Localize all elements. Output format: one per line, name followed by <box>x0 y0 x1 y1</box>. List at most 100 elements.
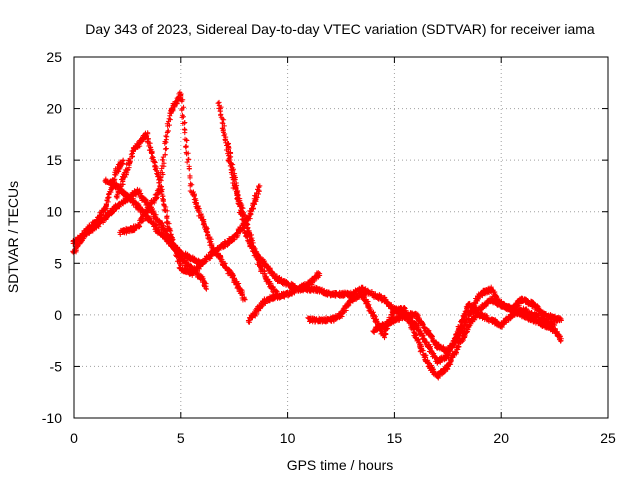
y-tick-label: 25 <box>46 49 62 65</box>
x-tick-label: 5 <box>177 430 185 446</box>
data-point <box>252 201 258 207</box>
x-tick-label: 10 <box>280 430 296 446</box>
data-point <box>218 114 224 120</box>
data-point <box>161 160 167 166</box>
data-point <box>372 291 378 297</box>
data-point <box>221 117 227 123</box>
x-tick-label: 20 <box>493 430 509 446</box>
y-tick-label: 5 <box>54 255 62 271</box>
data-point <box>152 158 158 164</box>
y-tick-label: -5 <box>50 358 63 374</box>
data-point <box>153 214 159 220</box>
data-point <box>136 223 142 229</box>
data-point <box>166 116 172 122</box>
data-point <box>106 192 112 198</box>
data-point <box>225 148 231 154</box>
data-point <box>227 157 233 163</box>
data-point <box>251 205 257 211</box>
data-point <box>166 122 172 128</box>
data-point <box>256 187 262 193</box>
data-point <box>145 136 151 142</box>
series-track-c <box>70 186 209 292</box>
data-point <box>164 130 170 136</box>
data-point <box>162 152 168 158</box>
data-point <box>142 213 148 219</box>
data-point <box>256 304 262 310</box>
data-point <box>229 161 235 167</box>
data-point <box>232 171 238 177</box>
data-point <box>182 120 188 126</box>
data-point <box>232 176 238 182</box>
data-point <box>181 104 187 110</box>
data-point <box>237 210 243 216</box>
data-point <box>168 234 174 240</box>
data-point <box>177 89 183 95</box>
data-point <box>207 255 213 261</box>
data-point <box>241 228 247 234</box>
data-point <box>136 204 142 210</box>
data-point <box>163 137 169 143</box>
data-point <box>166 221 172 227</box>
data-point <box>163 208 169 214</box>
data-point <box>142 130 148 136</box>
x-tick-label: 15 <box>387 430 403 446</box>
data-point <box>231 166 237 172</box>
data-point <box>266 281 272 287</box>
data-point <box>182 130 188 136</box>
y-tick-label: 20 <box>46 101 62 117</box>
data-point <box>228 149 234 155</box>
data-point <box>116 186 122 192</box>
data-point <box>170 237 176 243</box>
data-point <box>167 227 173 233</box>
data-point <box>158 174 164 180</box>
data-point <box>222 136 228 142</box>
series-track-h <box>225 140 280 297</box>
data-point <box>187 173 193 179</box>
data-point <box>100 219 106 225</box>
data-point <box>151 211 157 217</box>
data-point <box>220 120 226 126</box>
y-axis-label: SDTVAR / TECUs <box>5 181 21 293</box>
y-tick-label: 0 <box>54 307 62 323</box>
x-tick-label: 25 <box>600 430 616 446</box>
y-tick-label: -10 <box>42 410 62 426</box>
data-point <box>113 181 119 187</box>
data-point <box>187 183 193 189</box>
data-point <box>129 154 135 160</box>
data-point <box>160 172 166 178</box>
data-point <box>178 92 184 98</box>
x-axis-label: GPS time / hours <box>287 457 394 473</box>
data-point <box>201 220 207 226</box>
series-track-e <box>117 89 248 303</box>
data-point <box>317 271 323 277</box>
data-point <box>115 189 121 195</box>
data-point <box>179 107 185 113</box>
data-point <box>157 188 163 194</box>
data-point <box>154 192 160 198</box>
data-point <box>221 123 227 129</box>
data-point <box>159 166 165 172</box>
data-point <box>120 157 126 163</box>
data-point <box>220 128 226 134</box>
data-point <box>169 236 175 242</box>
data-point <box>97 221 103 227</box>
data-point <box>242 296 248 302</box>
data-point <box>200 279 206 285</box>
data-point <box>164 214 170 220</box>
data-point <box>184 159 190 165</box>
data-point <box>191 193 197 199</box>
data-point <box>184 151 190 157</box>
data-point <box>244 234 250 240</box>
data-point <box>128 158 134 164</box>
data-point <box>145 206 151 212</box>
data-point <box>137 187 143 193</box>
data-point <box>179 112 185 118</box>
data-point <box>157 220 163 226</box>
data-point <box>174 252 180 258</box>
data-point <box>171 102 177 108</box>
grid <box>74 57 608 418</box>
data-point <box>129 153 135 159</box>
data-point <box>235 193 241 199</box>
